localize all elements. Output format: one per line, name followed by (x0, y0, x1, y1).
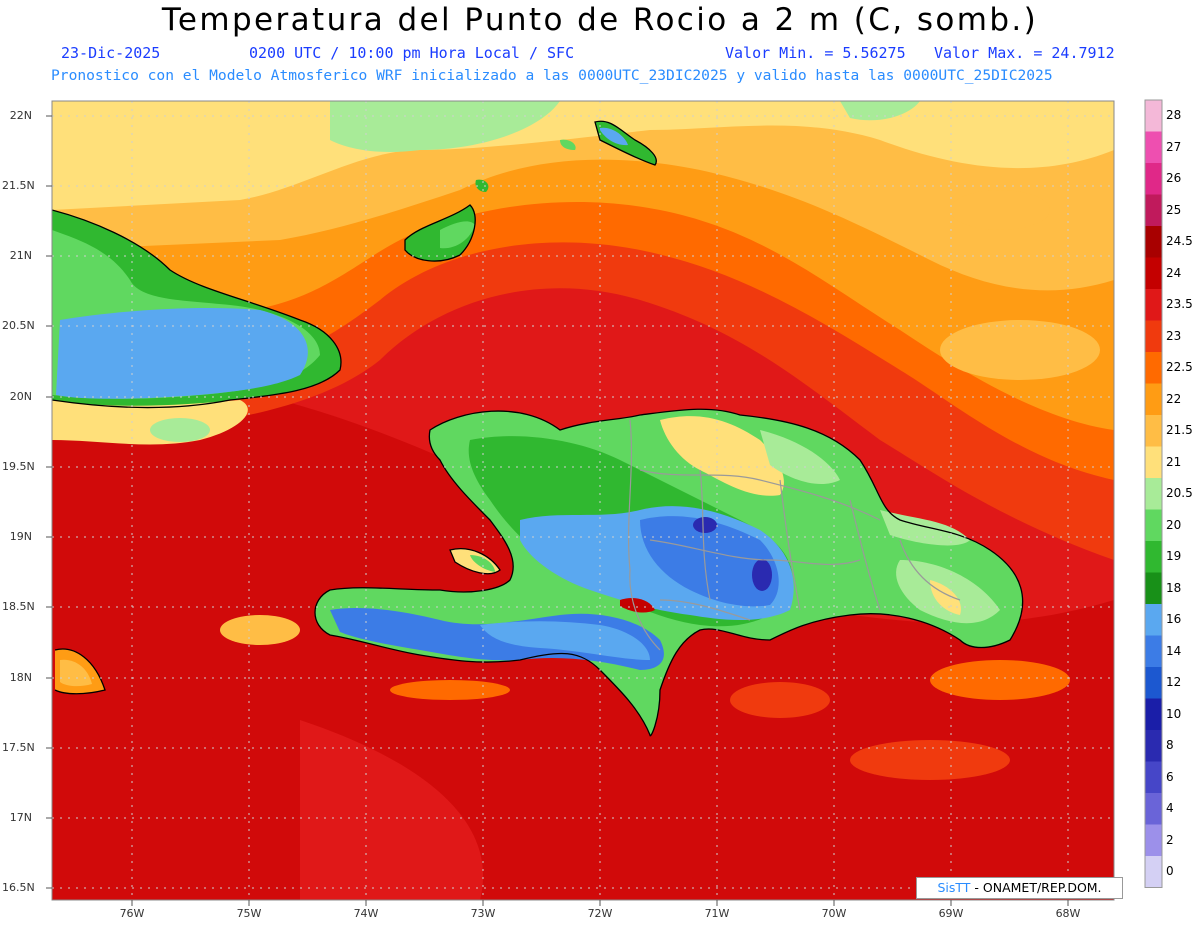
colorbar-swatch (1145, 856, 1162, 888)
colorbar-label: 25 (1166, 202, 1182, 217)
colorbar-label: 22.5 (1166, 360, 1193, 374)
credit-org: - ONAMET/REP.DOM. (970, 880, 1102, 895)
lat-label: 17N (9, 811, 32, 824)
colorbar-swatch (1145, 541, 1162, 573)
colorbar-swatch (1145, 383, 1162, 415)
colorbar-label: 21 (1166, 454, 1182, 469)
colorbar-swatch (1145, 824, 1162, 856)
lat-label: 21.5N (2, 179, 35, 192)
colorbar-label: 0 (1166, 864, 1174, 878)
colorbar-frame (1144, 99, 1163, 888)
colorbar-label: 24 (1166, 265, 1182, 280)
colorbar-label: 2 (1166, 832, 1174, 847)
colorbar-label: 4 (1166, 801, 1174, 815)
colorbar-swatch (1145, 131, 1162, 163)
colorbar-label: 16 (1166, 612, 1182, 626)
model-info: Pronostico con el Modelo Atmosferico WRF… (51, 67, 1053, 84)
lat-label: 18N (9, 671, 32, 684)
colorbar-label: 20 (1166, 517, 1182, 532)
colorbar-swatch (1145, 667, 1162, 699)
colorbar-swatch (1145, 100, 1162, 132)
lat-label: 18.5N (2, 600, 35, 613)
colorbar-swatch (1145, 289, 1162, 321)
colorbar-label: 19 (1166, 549, 1182, 563)
colorbar-swatch (1145, 604, 1162, 636)
colorbar-swatch (1145, 635, 1162, 667)
colorbar-swatch (1145, 320, 1162, 352)
lon-label: 69W (938, 907, 964, 920)
colorbar-swatch (1145, 415, 1162, 447)
lat-label: 16.5N (2, 881, 35, 894)
lon-label: 68W (1055, 907, 1081, 920)
colorbar-label: 18 (1166, 580, 1182, 595)
lat-label: 21N (9, 249, 32, 262)
colorbar-swatch (1145, 698, 1162, 730)
lat-label: 17.5N (2, 741, 35, 754)
colorbar-swatch (1145, 572, 1162, 604)
colorbar-label: 27 (1166, 139, 1182, 154)
lat-label: 19N (9, 530, 32, 543)
colorbar-swatch (1145, 793, 1162, 825)
colorbar-swatch (1145, 257, 1162, 289)
colorbar (1144, 99, 1163, 888)
colorbar-label: 28 (1166, 108, 1182, 122)
forecast-date: 23-Dic-2025 (61, 44, 161, 62)
lon-label: 74W (353, 907, 379, 920)
lon-label: 73W (470, 907, 496, 920)
credit-box: SisTT - ONAMET/REP.DOM. (916, 877, 1123, 899)
colorbar-label: 8 (1166, 738, 1174, 752)
colorbar-label: 20.5 (1166, 486, 1193, 500)
colorbar-swatch (1145, 478, 1162, 510)
lat-label: 20.5N (2, 319, 35, 332)
lat-label: 20N (9, 390, 32, 403)
colorbar-swatch (1145, 761, 1162, 793)
colorbar-label: 21.5 (1166, 423, 1193, 437)
map-title: Temperatura del Punto de Rocio a 2 m (C,… (161, 2, 1039, 38)
colorbar-swatch (1145, 163, 1162, 195)
colorbar-label: 10 (1166, 706, 1182, 721)
colorbar-label: 23 (1166, 328, 1182, 343)
colorbar-label: 6 (1166, 769, 1174, 784)
lon-label: 75W (236, 907, 262, 920)
credit-brand: SisTT (937, 880, 971, 895)
lat-label: 22N (9, 109, 32, 122)
colorbar-label: 23.5 (1166, 297, 1193, 311)
colorbar-swatch (1145, 509, 1162, 541)
colorbar-label: 26 (1166, 171, 1182, 185)
min-value: Valor Min. = 5.56275 (725, 44, 906, 62)
colorbar-label: 22 (1166, 391, 1182, 406)
lat-label: 19.5N (2, 460, 35, 473)
colorbar-label: 14 (1166, 643, 1182, 658)
colorbar-label: 12 (1166, 675, 1182, 689)
colorbar-swatch (1145, 352, 1162, 384)
colorbar-swatch (1145, 226, 1162, 258)
lon-label: 70W (821, 907, 847, 920)
map-field (52, 101, 1114, 900)
max-value: Valor Max. = 24.7912 (934, 44, 1115, 62)
colorbar-swatch (1145, 194, 1162, 226)
colorbar-swatch (1145, 730, 1162, 762)
colorbar-swatch (1145, 446, 1162, 478)
lon-label: 72W (587, 907, 613, 920)
lon-label: 76W (119, 907, 145, 920)
colorbar-label: 24.5 (1166, 234, 1193, 248)
forecast-time: 0200 UTC / 10:00 pm Hora Local / SFC (249, 44, 575, 62)
lon-label: 71W (704, 907, 730, 920)
